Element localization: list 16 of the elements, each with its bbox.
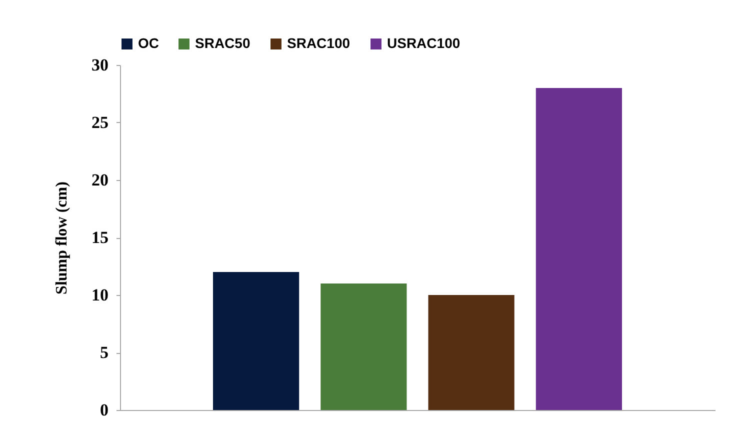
y-tick-label: 20 xyxy=(92,170,108,190)
bar xyxy=(536,88,622,410)
y-tick-label: 10 xyxy=(92,286,108,304)
y-tick-label: 5 xyxy=(100,343,108,362)
bar xyxy=(320,284,407,410)
legend-label: USRAC100 xyxy=(387,35,460,51)
y-axis-title: Slump flow (cm) xyxy=(54,182,70,294)
y-tick-label: 30 xyxy=(92,56,108,74)
y-tick-label: 0 xyxy=(100,400,108,420)
bar xyxy=(428,295,514,410)
bar xyxy=(213,272,300,410)
y-tick-label: 15 xyxy=(92,228,108,247)
y-tick-label: 25 xyxy=(92,113,108,132)
legend-label: SRAC50 xyxy=(195,35,250,51)
legend-label: SRAC100 xyxy=(287,35,350,51)
legend-label: OC xyxy=(138,35,159,51)
